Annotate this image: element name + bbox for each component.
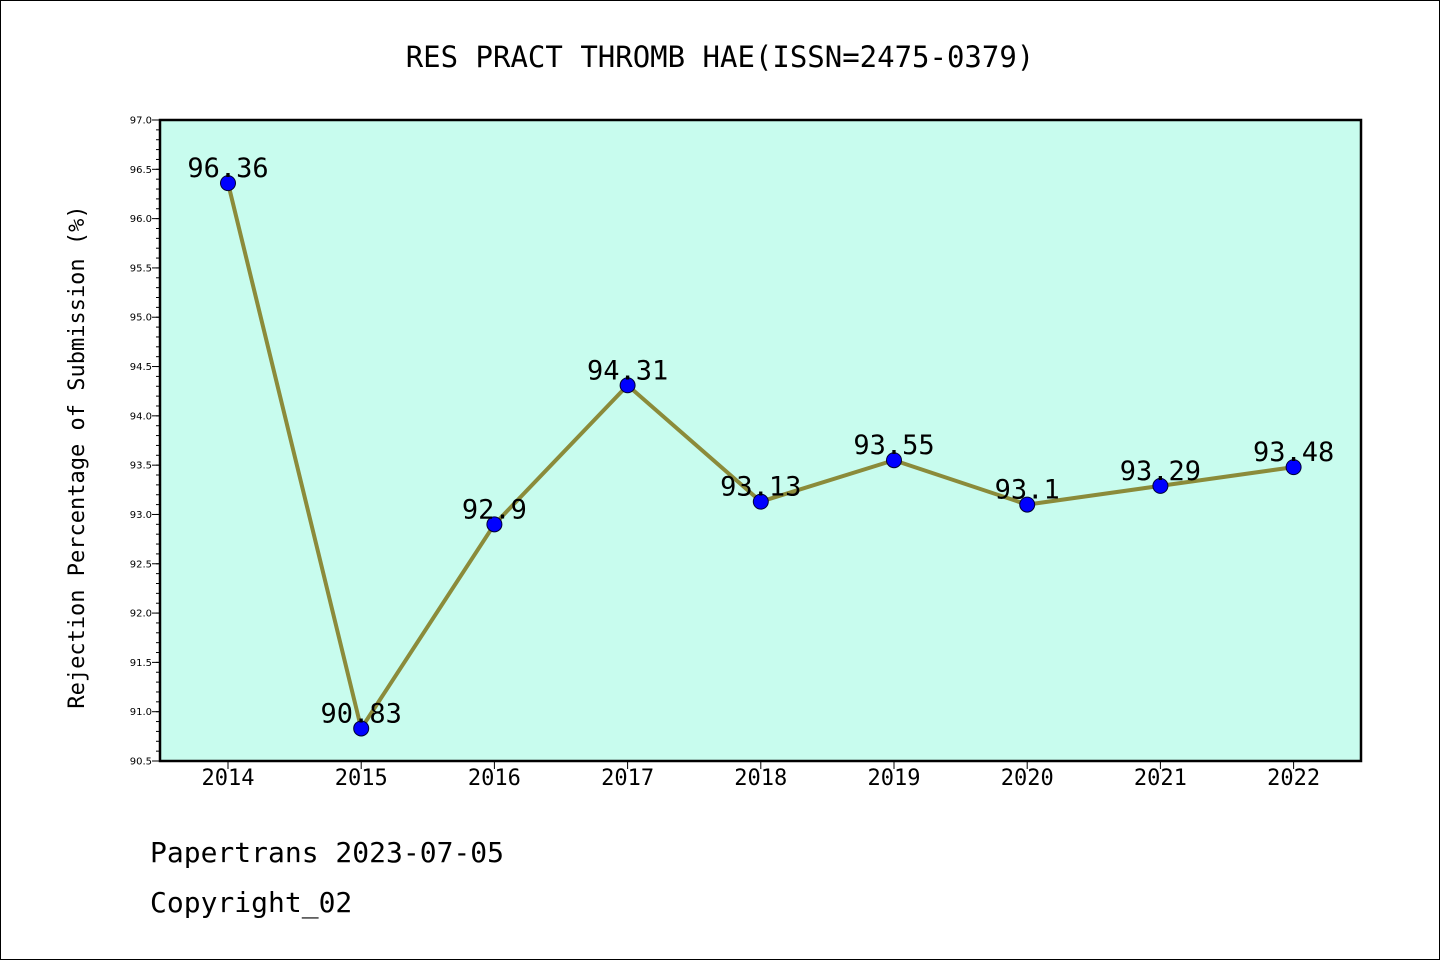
y-tick-label: 97.0	[130, 116, 152, 127]
data-label: 93.13	[720, 472, 801, 503]
y-tick-label: 96.5	[130, 165, 152, 176]
y-tick-label: 95.0	[130, 313, 152, 324]
data-point	[220, 175, 236, 192]
data-point	[1285, 459, 1302, 476]
x-tick-label: 2020	[1001, 766, 1054, 791]
x-tick-label: 2019	[868, 766, 921, 791]
y-axis-ticks: 90.5 91.0 91.5 92.0 92.5 93.0 93.5 94.0 94.5 95.0…	[130, 116, 160, 768]
y-tick-label: 95.5	[130, 263, 152, 274]
y-tick-label: 93.5	[130, 461, 152, 472]
data-label: 93.1	[995, 475, 1060, 506]
x-tick-label: 2015	[335, 766, 388, 791]
data-point	[752, 493, 769, 510]
y-tick-label: 91.5	[130, 658, 152, 669]
x-tick-label: 2017	[601, 766, 654, 791]
data-label: 93.29	[1120, 456, 1201, 487]
data-point	[886, 452, 902, 469]
data-label: 93.55	[853, 430, 934, 461]
plot-area	[158, 118, 1363, 763]
x-tick-label: 2014	[202, 766, 255, 791]
data-label: 94.31	[587, 355, 668, 386]
data-label: 96.36	[187, 153, 268, 184]
y-tick-label: 93.0	[130, 510, 152, 521]
y-tick-label: 92.0	[130, 609, 152, 620]
y-tick-label: 94.0	[130, 411, 152, 422]
markers-group	[220, 175, 1302, 737]
x-tick-label: 2016	[468, 766, 521, 791]
x-axis-ticks: 2014 2015 2016 2017 2018 2019 2020 2021 2022	[202, 761, 1320, 791]
y-tick-label: 91.0	[130, 707, 152, 718]
y-tick-label: 92.5	[130, 559, 152, 570]
chart-title: RES PRACT THROMB HAE(ISSN=2475-0379)	[406, 40, 1035, 74]
data-label: 92.9	[462, 494, 527, 525]
data-labels-group: 96.36 90.83 92.9 94.31 93.13 93.55 93.1 93.29 93…	[187, 153, 1334, 729]
y-tick-label: 94.5	[130, 362, 152, 373]
x-tick-label: 2022	[1267, 766, 1320, 791]
data-label: 93.48	[1253, 437, 1334, 468]
y-tick-label: 90.5	[130, 757, 152, 768]
data-point	[486, 516, 503, 533]
data-point	[353, 720, 370, 737]
data-point	[619, 377, 636, 394]
y-axis-label: Rejection Percentage of Submission (%)	[65, 205, 90, 708]
footer-date-line: Papertrans 2023-07-05	[150, 836, 505, 869]
footer-copyright-line: Copyright_02	[150, 886, 353, 919]
x-tick-label: 2021	[1134, 766, 1187, 791]
data-label: 90.83	[321, 698, 402, 729]
data-point	[1152, 477, 1169, 494]
y-tick-label: 96.0	[130, 214, 152, 225]
x-tick-label: 2018	[734, 766, 787, 791]
data-point	[1019, 496, 1036, 513]
